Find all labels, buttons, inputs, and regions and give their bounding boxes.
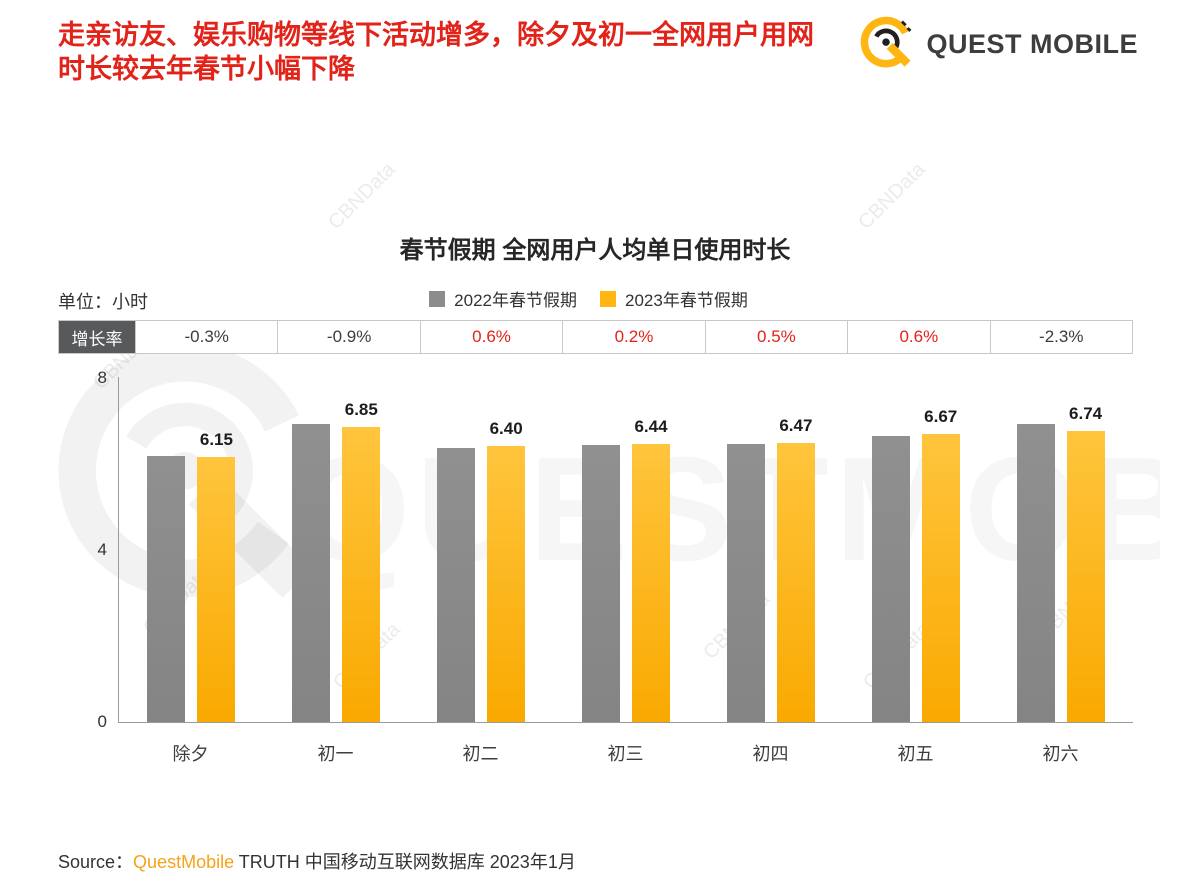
- growth-rate-value: 0.6%: [847, 321, 989, 353]
- bar-wrap: 6.15: [197, 377, 236, 722]
- growth-rate-value: 0.2%: [562, 321, 704, 353]
- source-line: Source：QuestMobile TRUTH 中国移动互联网数据库 2023…: [58, 848, 576, 874]
- growth-rate-header: 增长率: [59, 321, 135, 353]
- bar-wrap: 6.47: [776, 377, 815, 722]
- bar-group: 6.40: [409, 377, 554, 722]
- bar-2022年春节假期: [582, 444, 620, 722]
- bar-wrap: 6.67: [921, 377, 960, 722]
- x-axis-label: 除夕: [172, 744, 209, 764]
- bar-value-label: 6.44: [634, 417, 668, 437]
- bar-wrap: [437, 377, 476, 722]
- bar-2023年春节假期: [487, 446, 526, 722]
- bar-value-label: 6.40: [489, 419, 523, 438]
- bar-value-label: 6.67: [924, 407, 958, 427]
- legend-row: 单位：小时 2022年春节假期 2023年春节假期: [58, 286, 1133, 312]
- questmobile-logo: QUEST MOBILE: [856, 14, 1138, 74]
- bar-group: 6.67: [843, 377, 988, 722]
- x-axis-label: 初一: [317, 744, 354, 764]
- growth-rate-value: -0.9%: [277, 321, 419, 353]
- x-axis-label: 初四: [752, 744, 789, 764]
- questmobile-logo-icon: [861, 16, 912, 68]
- page-title-line2: 时长较去年春节小幅下降: [58, 54, 355, 84]
- bar-wrap: [292, 377, 331, 722]
- bar-wrap: 6.44: [632, 377, 670, 722]
- bar-2022年春节假期: [1016, 424, 1055, 722]
- growth-rate-value: 0.5%: [704, 321, 847, 353]
- x-axis-label: 初三: [607, 744, 644, 764]
- bar-2022年春节假期: [292, 424, 331, 722]
- cbndata-watermark: CBNData: [854, 158, 930, 234]
- chart-title: 春节假期 全网用户人均单日使用时长: [399, 237, 791, 264]
- bar-2022年春节假期: [726, 444, 765, 722]
- bar-wrap: [871, 377, 910, 722]
- bar-2023年春节假期: [197, 456, 236, 722]
- legend-label-2023: 2023年春节假期: [625, 291, 748, 310]
- bar-wrap: 6.85: [342, 377, 381, 722]
- bar-2023年春节假期: [1066, 431, 1105, 722]
- bar-group: 6.15: [119, 377, 264, 722]
- source-prefix: Source：: [58, 852, 134, 872]
- bar-value-label: 6.47: [779, 415, 813, 435]
- bar-wrap: [726, 377, 765, 722]
- bar-wrap: [582, 377, 620, 722]
- legend-swatch-2022: [429, 290, 446, 307]
- bar-2022年春节假期: [147, 455, 186, 722]
- growth-rate-value: 0.6%: [419, 321, 562, 353]
- legend-swatch-2023: [600, 290, 616, 307]
- bar-2023年春节假期: [342, 426, 381, 722]
- bar-wrap: [147, 377, 186, 722]
- bar-value-label: 6.85: [344, 399, 378, 419]
- x-axis-label: 初二: [462, 744, 499, 764]
- source-rest: TRUTH 中国移动互联网数据库 2023年1月: [234, 852, 576, 872]
- x-axis-label: 初五: [897, 744, 934, 764]
- growth-rate-value: -2.3%: [989, 321, 1132, 353]
- bar-group: 6.74: [988, 377, 1133, 722]
- bar-2023年春节假期: [632, 444, 670, 722]
- page-title-line1: 走亲访友、娱乐购物等线下活动增多，除夕及初一全网用户用网: [58, 20, 814, 50]
- bar-2023年春节假期: [921, 434, 960, 722]
- legend-label-2022: 2022年春节假期: [454, 291, 577, 310]
- bar-group: 6.47: [698, 377, 843, 722]
- questmobile-logo-text: QUEST MOBILE: [926, 28, 1138, 59]
- bar-wrap: [1016, 377, 1055, 722]
- bar-group: 6.85: [264, 377, 409, 722]
- y-axis-tick: 0: [97, 712, 107, 731]
- y-axis-tick: 8: [97, 368, 107, 387]
- page-title: 走亲访友、娱乐购物等线下活动增多，除夕及初一全网用户用网 时长较去年春节小幅下降: [58, 18, 814, 86]
- bar-2022年春节假期: [871, 436, 910, 722]
- bars-container: 6.15 6.85 6.40 6.44 6.47 6.67 6.74: [119, 377, 1133, 722]
- bar-wrap: 6.40: [487, 377, 526, 722]
- bar-group: 6.44: [554, 377, 699, 722]
- y-axis-tick: 4: [97, 539, 107, 559]
- bar-value-label: 6.74: [1069, 404, 1103, 424]
- x-axis-label: 初六: [1042, 744, 1079, 764]
- bar-value-label: 6.15: [199, 429, 233, 449]
- unit-label: 单位：小时: [58, 292, 148, 312]
- growth-rate-table: 增长率 -0.3% -0.9% 0.6% 0.2% 0.5% 0.6% -2.3%: [58, 320, 1133, 354]
- bar-2022年春节假期: [437, 447, 476, 722]
- growth-rate-value: -0.3%: [135, 321, 277, 353]
- bar-2023年春节假期: [776, 442, 815, 722]
- plot-area: 8 4 0 6.15 6.85 6.40 6.44 6.47 6.67 6.74: [98, 368, 1133, 731]
- x-axis-labels: 除夕 初一 初二 初三 初四 初五 初六: [118, 740, 1133, 766]
- bar-wrap: 6.74: [1066, 377, 1105, 722]
- legend: 2022年春节假期 2023年春节假期: [58, 286, 1133, 311]
- cbndata-watermark: CBNData: [324, 158, 400, 234]
- source-brand: QuestMobile: [133, 852, 235, 872]
- growth-rate-cells: -0.3% -0.9% 0.6% 0.2% 0.5% 0.6% -2.3%: [135, 321, 1132, 353]
